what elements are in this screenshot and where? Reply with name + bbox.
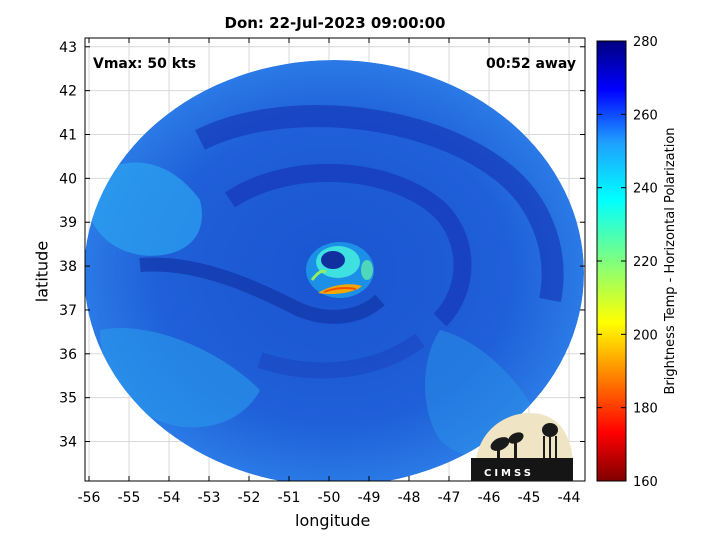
satellite-dish-icon: [490, 432, 524, 458]
y-axis-title: latitude: [32, 240, 52, 303]
y-axis: 34 35 36 37 38 39 40 41 42 43: [59, 40, 585, 451]
y-tick-label: 42: [59, 84, 77, 100]
y-tick-label: 40: [59, 171, 77, 187]
x-tick-label: -49: [358, 490, 381, 506]
y-tick-label: 36: [59, 347, 77, 363]
colorbar-tick-label: 240: [633, 182, 658, 197]
warm-region-southwest: [100, 328, 260, 428]
colorbar-tick-label: 160: [633, 475, 658, 490]
colorbar-tick-label: 200: [633, 328, 658, 343]
eyewall-warm-arc: [318, 284, 362, 295]
x-tick-label: -46: [478, 490, 501, 506]
x-tick-label: -55: [118, 490, 141, 506]
x-axis-title: longitude: [295, 511, 371, 530]
time-away-label: 00:52 away: [486, 56, 576, 72]
y-tick-label: 37: [59, 303, 77, 319]
x-tick-label: -54: [158, 490, 181, 506]
x-tick-label: -44: [558, 490, 581, 506]
rainband-inner: [139, 257, 385, 324]
colorbar-tick-label: 180: [633, 402, 658, 417]
rainband-outer: [195, 105, 564, 303]
colorbar-tick-label: 220: [633, 255, 658, 270]
rainband-middle: [225, 163, 472, 327]
x-tick-label: -45: [518, 490, 541, 506]
map-title: Don: 22-Jul-2023 09:00:00: [224, 14, 446, 32]
y-tick-label: 41: [59, 127, 77, 143]
cimss-logo: CIMSS: [471, 413, 573, 481]
colorbar-label: Brightness Temp - Horizontal Polarizatio…: [663, 127, 678, 394]
x-tick-label: -48: [398, 490, 421, 506]
y-tick-label: 39: [59, 215, 77, 231]
y-tick-label: 34: [59, 435, 77, 451]
warm-region-west: [85, 162, 202, 256]
x-tick-label: -47: [438, 490, 461, 506]
storm-eye: [321, 251, 345, 269]
colorbar-tick-label: 260: [633, 108, 658, 123]
x-tick-label: -56: [78, 490, 101, 506]
y-tick-label: 35: [59, 391, 77, 407]
water-tower-icon: [542, 423, 558, 458]
rainband-south: [257, 333, 425, 379]
eyewall-east-arc: [361, 260, 373, 280]
colorbar-tick-label: 280: [633, 35, 658, 50]
plot-frame: [84, 37, 586, 482]
x-tick-label: -50: [318, 490, 341, 506]
x-axis: -56 -55 -54 -53 -52 -51 -50 -49 -48 -47 -46 -45 -44: [78, 38, 581, 506]
cimss-logo-text: CIMSS: [484, 468, 534, 479]
vmax-label: Vmax: 50 kts: [93, 56, 196, 72]
y-tick-label: 38: [59, 259, 77, 275]
x-tick-label: -52: [238, 490, 261, 506]
colorbar-ticks: 160 180 200 220 240 260 280: [597, 35, 658, 490]
y-tick-label: 43: [59, 40, 77, 56]
eyewall-hot-core: [323, 287, 357, 293]
eyewall-green-arc: [310, 269, 327, 281]
x-tick-label: -53: [198, 490, 221, 506]
x-tick-label: -51: [278, 490, 301, 506]
